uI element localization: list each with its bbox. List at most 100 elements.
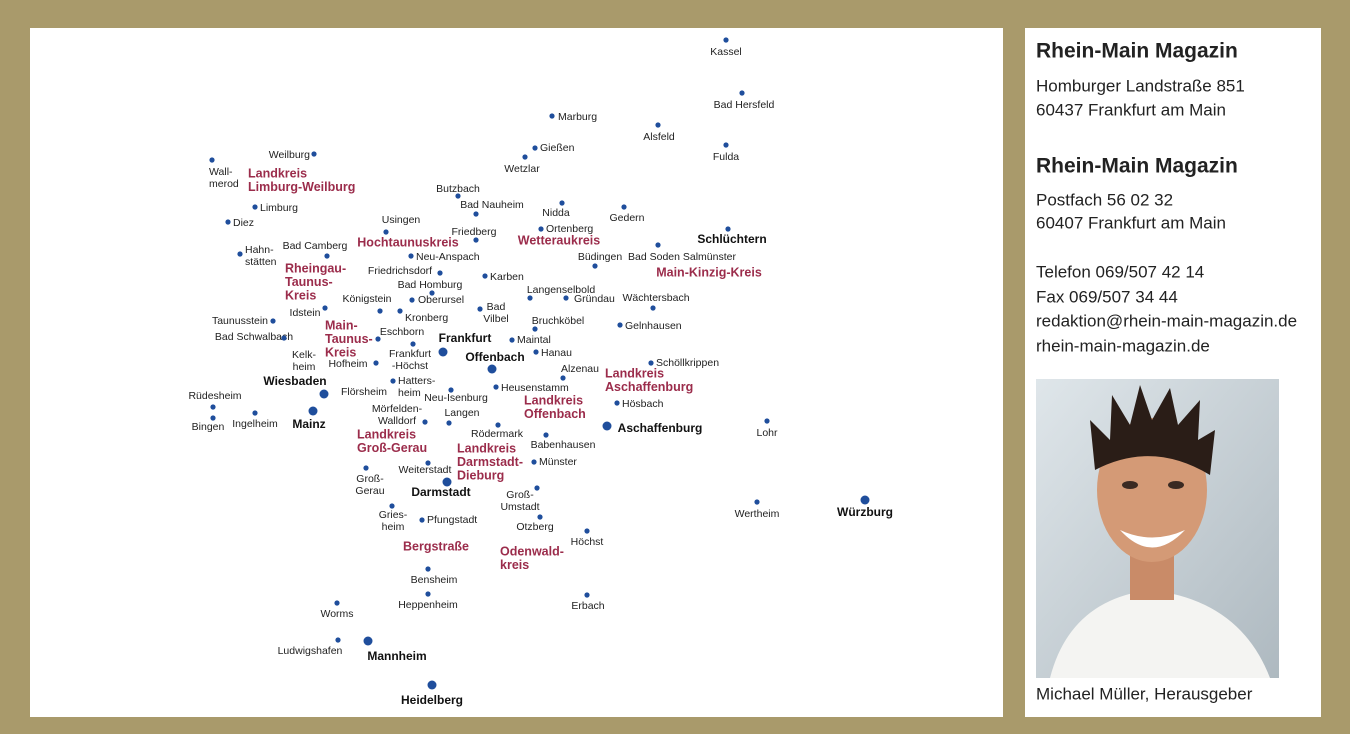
city-dot: [584, 592, 589, 597]
city-dot: [543, 432, 548, 437]
city-dot: [446, 420, 451, 425]
city-dot: [377, 308, 382, 313]
city-label: Bruchköbel: [532, 315, 585, 327]
city: 60407 Frankfurt am Main: [1036, 213, 1226, 232]
major-city-dot: [861, 496, 870, 505]
city-label: Rödermark: [471, 428, 524, 440]
city-label: Gries-: [379, 509, 408, 521]
city-label: Hatters-: [398, 375, 436, 387]
city-dot: [527, 295, 532, 300]
fax: Fax 069/507 34 44: [1036, 287, 1178, 306]
city-label: Flörsheim: [341, 386, 387, 398]
city-label: Bad Hersfeld: [714, 99, 775, 111]
city-dot: [473, 211, 478, 216]
city-dot: [225, 219, 230, 224]
city-dot: [425, 591, 430, 596]
city-dot: [237, 251, 242, 256]
city-dot: [655, 242, 660, 247]
city-dot: [252, 204, 257, 209]
city-label: Usingen: [382, 214, 421, 226]
city-label: Erbach: [571, 600, 604, 612]
city-label: Taunusstein: [212, 315, 268, 327]
city-label: Butzbach: [436, 183, 480, 195]
city-label: Groß-: [356, 473, 384, 485]
street: Postfach 56 02 32: [1036, 190, 1173, 209]
city-dot: [408, 253, 413, 258]
city-label: Gründau: [574, 293, 615, 305]
city-dot: [723, 37, 728, 42]
city-dot: [422, 419, 427, 424]
city-label: Marburg: [558, 111, 597, 123]
city-label: Münster: [539, 456, 577, 468]
district-label: Landkreis: [357, 427, 416, 441]
city-dot: [335, 637, 340, 642]
city-label: Langen: [444, 407, 479, 419]
city-dot: [209, 157, 214, 162]
district-label: Bergstraße: [403, 539, 469, 553]
city-dot: [533, 349, 538, 354]
page: KasselBad HersfeldMarburgAlsfeldFuldaGie…: [0, 0, 1350, 734]
city-dot: [537, 514, 542, 519]
city-dot: [383, 229, 388, 234]
city-dot: [621, 204, 626, 209]
city-label: Babenhausen: [531, 439, 596, 451]
city-dot: [473, 237, 478, 242]
city-label: Neu-Isenburg: [424, 392, 488, 404]
district-label: Taunus-: [325, 332, 373, 346]
city: 60437 Frankfurt am Main: [1036, 100, 1226, 119]
city-label: Kassel: [710, 46, 742, 58]
city-label: Weilburg: [269, 149, 310, 161]
city-dot: [324, 253, 329, 258]
district-label: Odenwald-: [500, 544, 564, 558]
district-label: Main-Kinzig-Kreis: [656, 265, 762, 279]
city-label: Wetzlar: [504, 163, 540, 175]
city-dot: [482, 273, 487, 278]
city-dot: [390, 378, 395, 383]
city-label: Mörfelden-: [372, 403, 423, 415]
website[interactable]: rhein-main-magazin.de: [1036, 336, 1210, 355]
city-label: Bad Schwalbach: [215, 331, 293, 343]
city-label: Ludwigshafen: [278, 645, 343, 657]
city-label: Vilbel: [483, 313, 509, 325]
city-label: Nidda: [542, 207, 570, 219]
city-label: Schöllkrippen: [656, 357, 719, 369]
city-label: Oberursel: [418, 294, 464, 306]
city-label: Lohr: [756, 427, 778, 439]
major-city-label: Heidelberg: [401, 693, 463, 707]
district-label: Offenbach: [524, 407, 586, 421]
city-label: Hanau: [541, 347, 572, 359]
heading: Rhein-Main Magazin: [1036, 40, 1238, 63]
city-dot: [764, 418, 769, 423]
city-label: heim: [382, 521, 405, 533]
city-label: Bad Soden Salmünster: [628, 251, 736, 263]
photo-caption: Michael Müller, Herausgeber: [1036, 684, 1253, 703]
city-dot: [531, 459, 536, 464]
city-label: Neu-Anspach: [416, 251, 480, 263]
major-city-dot: [603, 422, 612, 431]
major-city-label: Mainz: [292, 417, 325, 431]
city-label: Gießen: [540, 142, 575, 154]
district-label: Hochtaunuskreis: [357, 235, 458, 249]
district-label: Main-: [325, 318, 358, 332]
city-label: Gedern: [609, 212, 644, 224]
email[interactable]: redaktion@rhein-main-magazin.de: [1036, 311, 1297, 330]
major-city-dot: [428, 681, 437, 690]
city-dot: [425, 566, 430, 571]
city-label: Königstein: [342, 293, 391, 305]
city-label: Gerau: [355, 485, 384, 497]
city-dot: [252, 410, 257, 415]
major-city-dot: [364, 637, 373, 646]
district-label: Wetteraukreis: [518, 233, 600, 247]
major-city-dot: [488, 365, 497, 374]
city-label: Groß-: [506, 489, 534, 501]
district-label: Landkreis: [605, 366, 664, 380]
city-dot: [397, 308, 402, 313]
city-dot: [648, 360, 653, 365]
major-city-label: Offenbach: [465, 350, 524, 364]
city-label: Bad Camberg: [283, 240, 348, 252]
city-dot: [437, 270, 442, 275]
city-label: -Höchst: [392, 360, 428, 372]
city-label: Hofheim: [328, 358, 367, 370]
district-label: Kreis: [325, 345, 356, 359]
city-dot: [614, 400, 619, 405]
